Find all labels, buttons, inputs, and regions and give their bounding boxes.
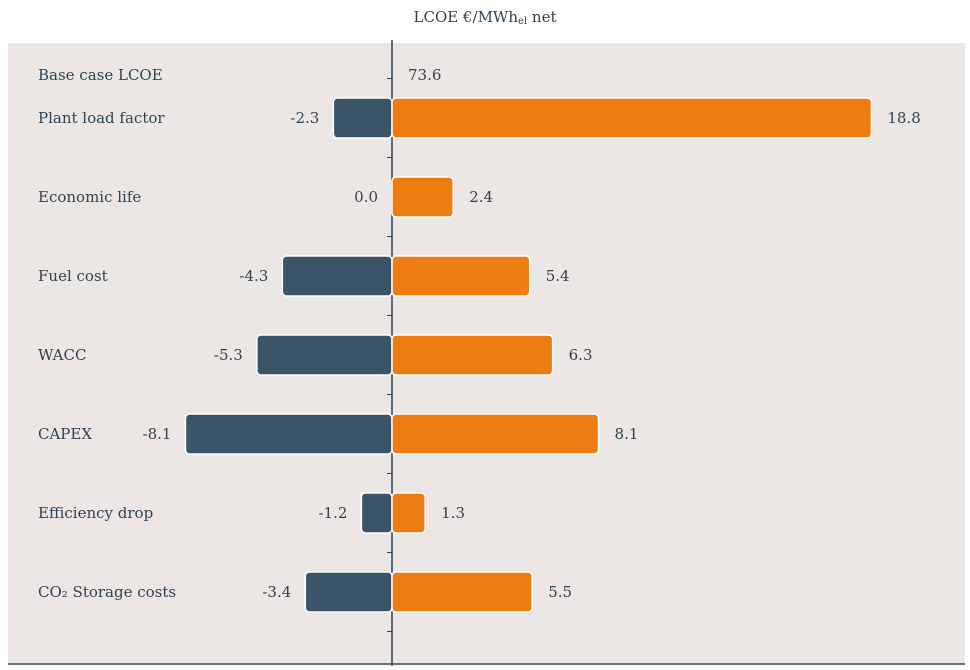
bar-low-value-label: -8.1 <box>143 425 172 443</box>
bar-low <box>304 571 393 613</box>
bar-low-value-label: 0.0 <box>354 188 378 206</box>
bar-low-value-label: -3.4 <box>262 583 291 601</box>
bar-high <box>391 97 873 139</box>
chart-title: LCOE €/MWhel net <box>0 8 970 27</box>
bar-high-value-label: 18.8 <box>887 109 920 127</box>
bar-low <box>360 492 393 534</box>
bar-high-value-label: 8.1 <box>615 425 639 443</box>
chart-title-main: LCOE €/MWh <box>413 8 519 26</box>
bar-high <box>391 255 531 297</box>
bar-low-value-label: -5.3 <box>214 346 243 364</box>
category-label: WACC <box>38 346 86 364</box>
bar-high-value-label: 5.5 <box>548 583 572 601</box>
bar-low <box>256 334 393 376</box>
bar-high-value-label: 6.3 <box>569 346 593 364</box>
category-label: Economic life <box>38 188 141 206</box>
bar-high <box>391 334 554 376</box>
bar-high <box>391 413 600 455</box>
bar-low <box>184 413 393 455</box>
bar-high <box>391 176 454 218</box>
category-label: CAPEX <box>38 425 92 443</box>
bar-high-value-label: 5.4 <box>546 267 570 285</box>
category-label: Plant load factor <box>38 109 165 127</box>
bar-high-value-label: 1.3 <box>441 504 465 522</box>
bar-low <box>281 255 393 297</box>
base-case-label: Base case LCOE <box>38 66 163 84</box>
bar-low <box>332 97 393 139</box>
bar-high <box>391 571 533 613</box>
bar-low-value-label: -2.3 <box>290 109 319 127</box>
chart-title-suffix: net <box>527 8 557 26</box>
bar-high <box>391 492 426 534</box>
category-label: Efficiency drop <box>38 504 153 522</box>
bar-high-value-label: 2.4 <box>469 188 493 206</box>
category-label: CO₂ Storage costs <box>38 583 176 601</box>
chart-title-subscript: el <box>518 16 528 27</box>
base-case-value: 73.6 <box>408 66 441 84</box>
category-label: Fuel cost <box>38 267 108 285</box>
bar-low-value-label: -1.2 <box>318 504 347 522</box>
bar-low-value-label: -4.3 <box>239 267 268 285</box>
